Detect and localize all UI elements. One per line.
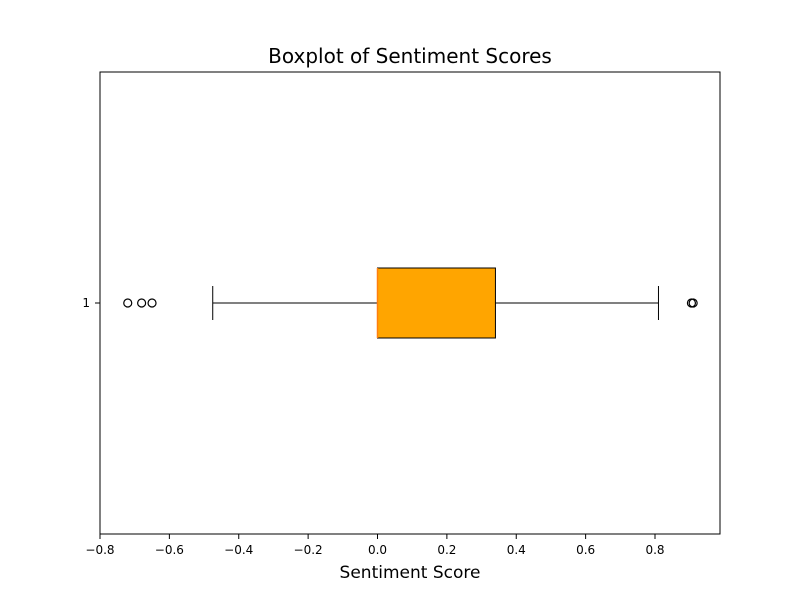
x-axis-label: Sentiment Score (340, 563, 481, 583)
outlier-point (688, 298, 698, 308)
x-tick-label: 0.6 (576, 543, 595, 557)
outlier-point (147, 298, 157, 308)
outlier-point (137, 298, 147, 308)
x-tick-label: 0.4 (507, 543, 526, 557)
x-tick-label: 0.8 (645, 543, 664, 557)
x-tick-label: −0.8 (85, 543, 114, 557)
x-axis: −0.8 −0.6 −0.4 −0.2 0.0 0.2 0.4 0.6 0.8 (85, 534, 665, 557)
x-tick-label: −0.2 (294, 543, 323, 557)
y-axis: 1 (82, 296, 100, 310)
x-tick-label: −0.6 (155, 543, 184, 557)
x-tick-label: 0.0 (368, 543, 387, 557)
outlier-point (123, 298, 133, 308)
iqr-box (377, 267, 496, 339)
chart-title: Boxplot of Sentiment Scores (268, 44, 552, 68)
x-tick-label: −0.4 (224, 543, 253, 557)
plot-area (123, 267, 698, 339)
x-tick-label: 0.2 (437, 543, 456, 557)
y-tick-label: 1 (82, 296, 90, 310)
